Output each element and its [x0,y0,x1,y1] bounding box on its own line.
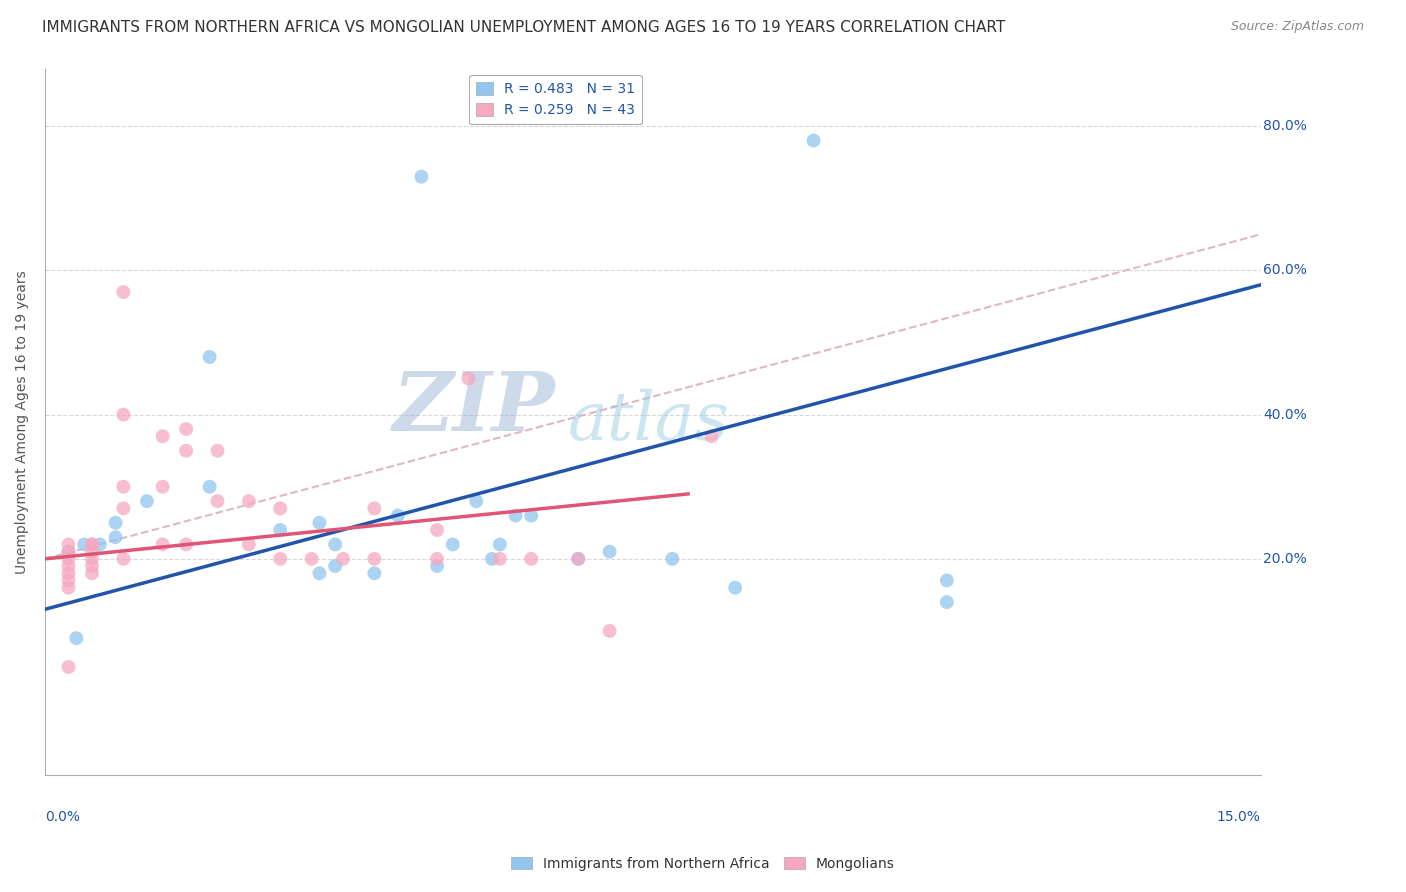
Point [489,537,512,551]
Point [323,559,346,574]
Text: 0.0%: 0.0% [45,811,80,824]
Point [441,537,464,551]
Point [80,551,103,566]
Legend: R = 0.483   N = 31, R = 0.259   N = 43: R = 0.483 N = 31, R = 0.259 N = 43 [470,76,643,124]
Point [567,551,589,566]
Point [58,544,80,558]
Point [58,566,80,581]
Point [238,494,260,508]
Point [489,551,512,566]
Point [152,480,174,494]
Point [198,480,221,494]
Point [426,559,449,574]
Point [323,537,346,551]
Point [520,551,543,566]
Point [73,537,96,551]
Point [724,581,747,595]
Point [363,551,385,566]
Point [269,501,291,516]
Text: Source: ZipAtlas.com: Source: ZipAtlas.com [1230,20,1364,33]
Point [174,443,197,458]
Text: IMMIGRANTS FROM NORTHERN AFRICA VS MONGOLIAN UNEMPLOYMENT AMONG AGES 16 TO 19 YE: IMMIGRANTS FROM NORTHERN AFRICA VS MONGO… [42,20,1005,35]
Text: 80.0%: 80.0% [1263,120,1308,133]
Point [58,574,80,588]
Point [80,566,103,581]
Point [269,551,291,566]
Point [332,551,354,566]
Text: ZIP: ZIP [392,368,555,448]
Point [207,443,229,458]
Text: 15.0%: 15.0% [1216,811,1261,824]
Point [238,537,260,551]
Point [481,551,503,566]
Y-axis label: Unemployment Among Ages 16 to 19 years: Unemployment Among Ages 16 to 19 years [15,270,30,574]
Point [426,523,449,537]
Point [935,574,957,588]
Point [58,537,80,551]
Point [363,566,385,581]
Point [308,566,330,581]
Point [112,501,135,516]
Point [104,530,127,544]
Point [112,480,135,494]
Point [269,523,291,537]
Point [935,595,957,609]
Point [198,350,221,364]
Point [65,631,87,645]
Point [457,371,479,385]
Point [80,544,103,558]
Point [308,516,330,530]
Point [58,660,80,674]
Point [363,501,385,516]
Point [112,285,135,299]
Text: 40.0%: 40.0% [1263,408,1306,422]
Point [112,408,135,422]
Text: atlas: atlas [568,389,730,454]
Point [58,544,80,558]
Point [58,551,80,566]
Point [80,537,103,551]
Point [80,559,103,574]
Point [104,516,127,530]
Point [661,551,683,566]
Point [520,508,543,523]
Point [411,169,433,184]
Point [152,537,174,551]
Point [89,537,111,551]
Point [567,551,589,566]
Point [152,429,174,443]
Legend: Immigrants from Northern Africa, Mongolians: Immigrants from Northern Africa, Mongoli… [506,851,900,876]
Point [803,134,825,148]
Point [465,494,488,508]
Point [207,494,229,508]
Point [700,429,723,443]
Point [301,551,323,566]
Point [387,508,409,523]
Point [505,508,527,523]
Text: 60.0%: 60.0% [1263,263,1308,277]
Point [112,551,135,566]
Point [426,551,449,566]
Point [599,544,621,558]
Point [174,537,197,551]
Point [599,624,621,638]
Point [135,494,157,508]
Point [58,581,80,595]
Point [174,422,197,436]
Point [80,537,103,551]
Text: 20.0%: 20.0% [1263,552,1306,566]
Point [58,559,80,574]
